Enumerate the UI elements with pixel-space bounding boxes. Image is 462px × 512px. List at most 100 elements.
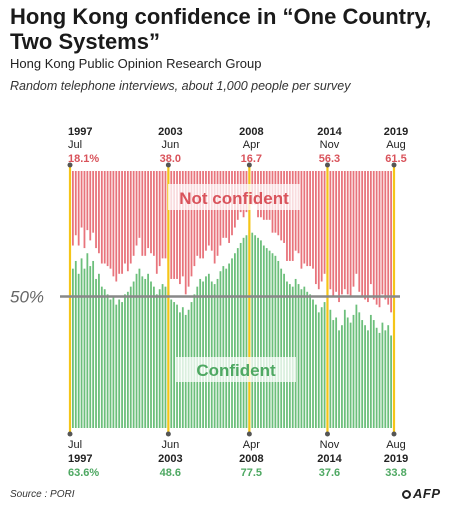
not-confident-bar (95, 171, 97, 249)
milestone-year-top: 2019 (384, 126, 408, 138)
confident-bar (251, 232, 254, 428)
confident-bar (126, 291, 129, 428)
milestone-month-top: Jun (161, 139, 179, 151)
not-confident-bar (132, 171, 135, 256)
confident-bar (233, 253, 236, 428)
confident-bar (288, 284, 291, 428)
chart-subtitle: Hong Kong Public Opinion Research Group (10, 56, 262, 71)
confident-bar (274, 255, 277, 428)
confident-bar (213, 284, 216, 428)
not-confident-bar (358, 171, 361, 292)
not-confident-bar (378, 171, 381, 308)
fifty-percent-label: 50% (10, 288, 44, 307)
not-confident-bar (80, 171, 83, 228)
confident-bar (152, 286, 155, 428)
not-confident-bar (98, 171, 100, 254)
confident-bar (202, 281, 204, 428)
not-confident-bar (320, 171, 323, 282)
not-confident-bar (100, 171, 103, 264)
milestone-month-bottom: Apr (243, 439, 260, 451)
milestone-dot-top (391, 162, 397, 168)
confident-bar (132, 281, 135, 428)
milestone-month-bottom: Nov (320, 439, 340, 451)
confident-bar (260, 240, 262, 428)
not-confident-bar (106, 171, 109, 267)
milestone-dot-top (246, 162, 252, 168)
confident-bar (121, 302, 123, 428)
confident-bar (129, 286, 132, 428)
not-confident-bar (126, 171, 129, 272)
not-confident-bar (179, 171, 181, 285)
milestone-not-confident-value: 16.7 (241, 153, 262, 165)
confident-bar (332, 320, 335, 428)
not-confident-bar (74, 171, 77, 236)
confident-bar (164, 286, 167, 428)
milestone-dot-bottom (165, 431, 171, 437)
milestone-year-top: 2014 (317, 126, 342, 138)
confident-bar (283, 273, 285, 428)
not-confident-label-bg (168, 184, 300, 210)
confident-bar (271, 253, 274, 428)
not-confident-bar (387, 171, 390, 305)
not-confident-bar (83, 171, 86, 249)
confident-bar (115, 304, 118, 428)
not-confident-bar (300, 171, 303, 269)
milestone-confident-value: 37.6 (319, 467, 340, 479)
not-confident-bar (103, 171, 106, 264)
bottom-annotations: Jul 1997 63.6% Jun 2003 48.6 Apr 2008 77.5 Nov 201… (68, 439, 408, 479)
not-confident-bar (147, 171, 150, 249)
confident-bar (228, 263, 231, 428)
not-confident-bar (210, 171, 213, 251)
milestone-month-top: Nov (320, 139, 340, 151)
not-confident-label: Not confident (179, 189, 289, 208)
confident-bar (390, 335, 393, 428)
confident-bar (314, 304, 317, 428)
milestone-year-bottom: 2008 (239, 453, 263, 465)
confident-bar (286, 281, 288, 428)
milestone-year-top: 2008 (239, 126, 263, 138)
milestone-month-bottom: Jun (161, 439, 179, 451)
milestone-dot-bottom (246, 431, 252, 437)
not-confident-bar (184, 171, 187, 295)
confident-bar (338, 330, 340, 428)
confident-bar (335, 317, 338, 428)
confident-bar (98, 273, 100, 428)
not-confident-bar (312, 171, 314, 269)
milestone-month-bottom: Jul (68, 439, 82, 451)
confident-bar (265, 248, 268, 428)
not-confident-bar (181, 171, 184, 277)
confident-bar (92, 260, 95, 428)
milestone-dot-bottom (391, 431, 397, 437)
milestone-year-top: 1997 (68, 126, 92, 138)
confident-bar (346, 317, 349, 428)
not-confident-bar (155, 171, 158, 274)
not-confident-bar (202, 171, 204, 259)
confident-bar (375, 327, 378, 428)
milestone-not-confident-value: 38.0 (160, 153, 181, 165)
confident-bar (349, 322, 352, 428)
not-confident-bar (150, 171, 152, 254)
confident-bar (109, 299, 112, 428)
confident-bar (378, 332, 381, 428)
milestone-dot-bottom (67, 431, 73, 437)
not-confident-bar (118, 171, 121, 274)
milestone-month-top: Jul (68, 139, 82, 151)
confident-bar (236, 248, 239, 428)
not-confident-bar (286, 171, 288, 261)
not-confident-bar (369, 171, 372, 285)
not-confident-bar (141, 171, 144, 256)
confident-bar (387, 325, 390, 428)
confident-bar (89, 266, 92, 428)
milestone-dot-top (67, 162, 73, 168)
confident-bar (352, 314, 355, 428)
not-confident-bar (381, 171, 384, 295)
not-confident-bar (121, 171, 123, 274)
milestone-month-top: Aug (386, 139, 406, 151)
confident-bar (106, 294, 109, 428)
confident-bar (381, 322, 384, 428)
milestone-month-bottom: Aug (386, 439, 406, 451)
confident-bar (364, 325, 366, 428)
not-confident-bar (338, 171, 340, 303)
confident-bar (312, 299, 314, 428)
